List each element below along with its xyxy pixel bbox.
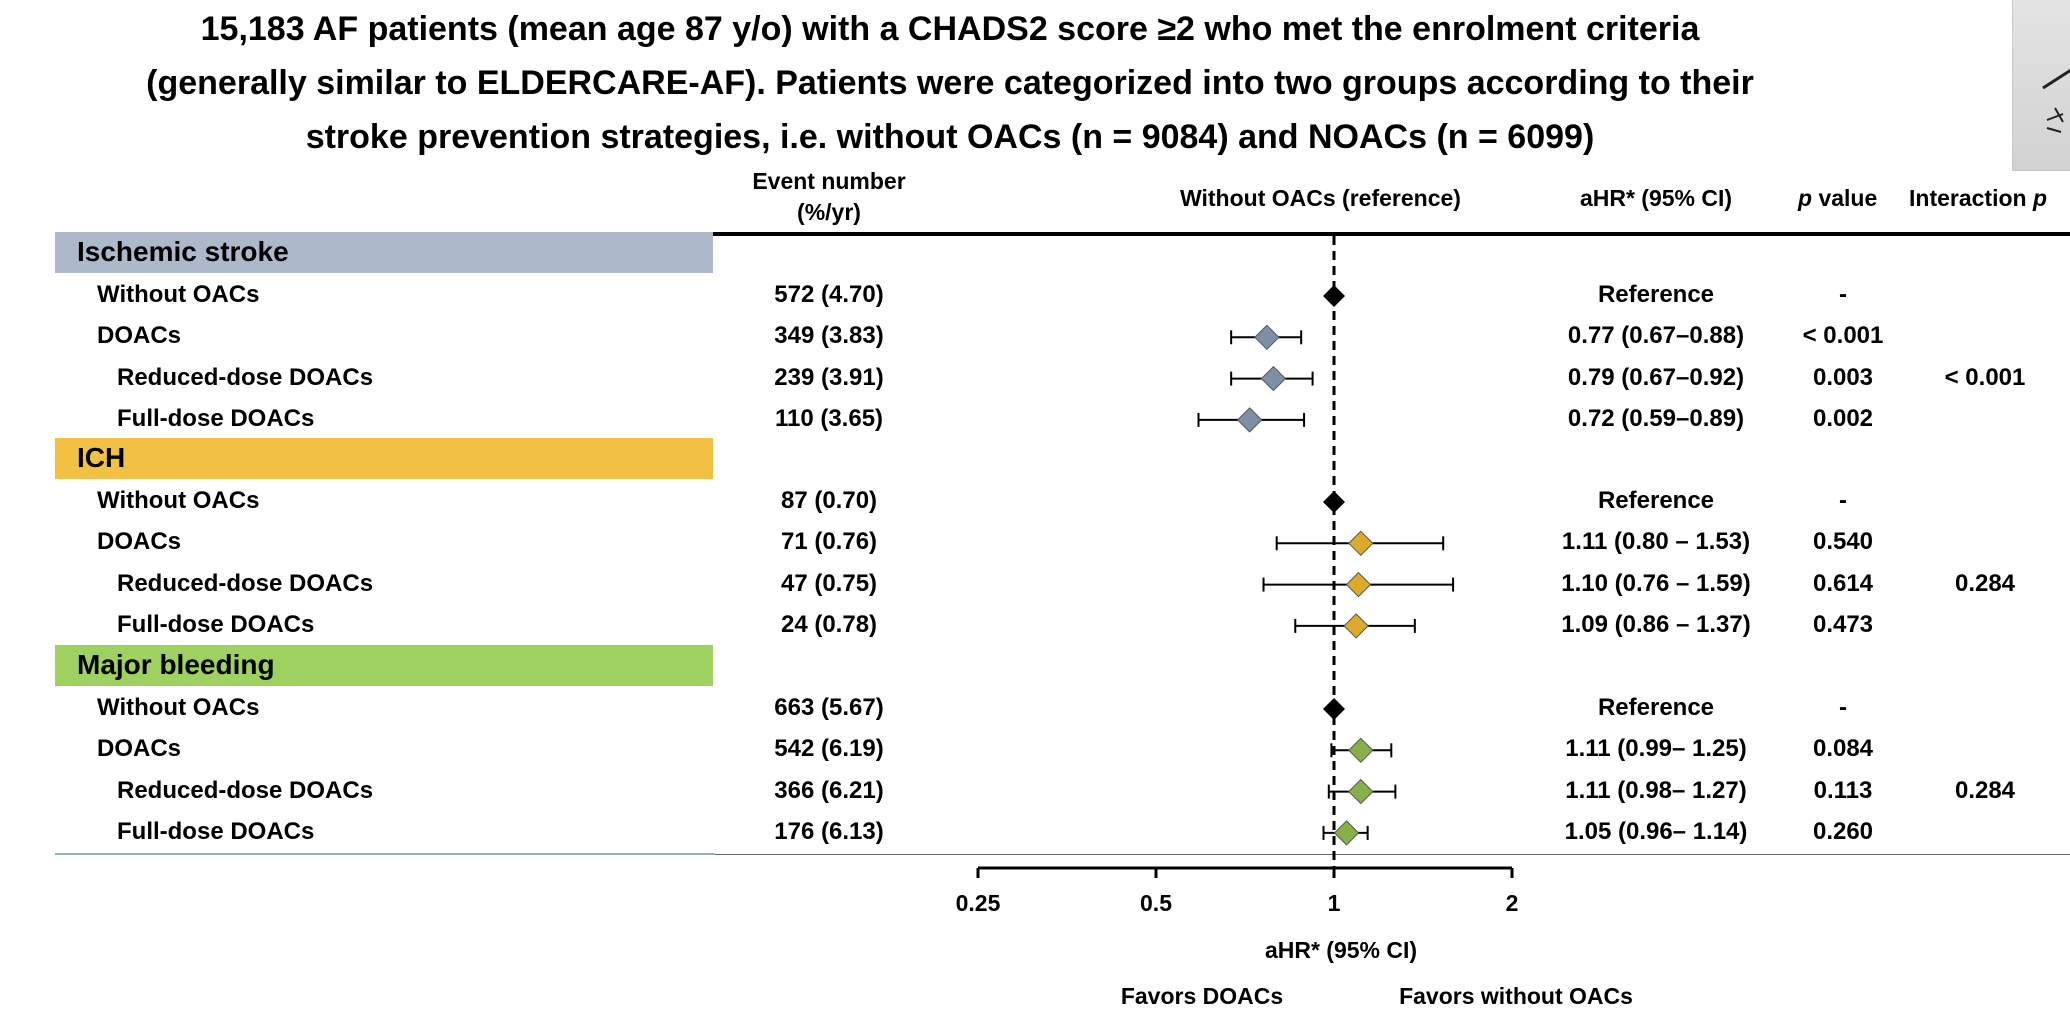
event-number: 24 (0.78) [780,610,878,638]
row-label: DOACs [97,528,182,556]
event-number: 87 (0.70) [780,487,878,514]
p-value: 0.614 [1812,569,1874,597]
hr-marker [1348,737,1374,764]
p-value: < 0.001 [1802,322,1884,350]
event-number: 239 (3.91) [774,363,884,391]
cropped-image-graphic [2042,68,2070,133]
header-interaction-text: Interaction [1909,185,2033,211]
title-line-1: 15,183 AF patients (mean age 87 y/o) wit… [200,10,1700,48]
row-label: Reduced-dose DOACs [117,776,374,804]
p-value: 0.473 [1812,610,1874,638]
hr-marker [1348,530,1374,557]
interaction-p-value: < 0.001 [1944,363,2026,391]
row-label: Without OACs [97,487,260,514]
hr-marker [1333,820,1360,846]
ahr-value: Reference [1597,281,1715,308]
ahr-value: Reference [1597,487,1715,514]
group-band: Ischemic stroke [55,232,713,273]
table-bottom-rule [55,854,2070,855]
p-value: 0.113 [1813,776,1873,804]
ahr-value: 0.77 (0.67–0.88) [1567,322,1745,350]
event-number: 542 (6.19) [774,735,884,763]
row-label: Without OACs [97,281,260,308]
event-number: 572 (4.70) [774,281,884,308]
event-number: 110 (3.65) [774,404,884,432]
row-label: DOACs [97,322,182,350]
event-number: 366 (6.21) [774,776,884,804]
event-number: 663 (5.67) [774,694,884,721]
table-bottom-accent [55,853,715,855]
reference-marker [1323,491,1345,513]
p-value: 0.260 [1812,817,1874,845]
ahr-value: Reference [1597,694,1715,721]
p-value: 0.002 [1812,404,1874,432]
ahr-value: 1.09 (0.86 – 1.37) [1561,610,1751,638]
ahr-value: 1.11 (0.80 – 1.53) [1561,528,1751,556]
header-p-rest: value [1812,185,1878,211]
x-tick-label: 0.25 [955,890,1001,916]
event-number: 71 (0.76) [780,528,878,556]
header-event-line1: Event number [752,168,906,194]
hr-marker [1345,571,1372,598]
header-interaction-italic: p [2032,185,2048,211]
row-label: DOACs [97,735,182,763]
hr-marker [1343,613,1369,639]
row-label: Reduced-dose DOACs [117,363,374,391]
row-label: Full-dose DOACs [117,610,315,638]
header-p-italic: p [1798,185,1813,211]
favors-left-label: Favors DOACs [1120,983,1284,1009]
p-value: - [1839,694,1847,721]
p-value: - [1839,281,1847,308]
x-tick-label: 2 [1505,890,1519,916]
row-label: Full-dose DOACs [117,404,315,432]
reference-marker [1323,698,1345,720]
cropped-image-fragment [2012,0,2070,171]
title-line-3: stroke prevention strategies, i.e. witho… [305,118,1595,156]
group-band: ICH [55,438,713,479]
row-label: Without OACs [97,694,260,721]
hr-marker [1236,407,1263,433]
header-ahr: aHR* (95% CI) [1579,185,1733,211]
ahr-value: 1.11 (0.99– 1.25) [1565,735,1747,763]
x-axis-title: aHR* (95% CI) [1264,937,1418,963]
hr-marker [1260,365,1287,392]
group-label: Major bleeding [77,649,275,680]
p-value: 0.084 [1812,735,1874,763]
ahr-value: 0.79 (0.67–0.92) [1567,363,1745,391]
p-value: 0.003 [1812,363,1874,391]
group-label: ICH [77,442,126,473]
interaction-p-value: 0.284 [1954,569,2016,597]
header-event-line2: (%/yr) [797,199,861,225]
title-line-2: (generally similar to ELDERCARE-AF). Pat… [146,64,1754,102]
hr-marker [1254,324,1280,351]
favors-right-label: Favors without OACs [1399,983,1633,1009]
x-tick-label: 1 [1327,890,1341,916]
event-number: 349 (3.83) [774,322,884,350]
group-label: Ischemic stroke [77,236,289,267]
group-band: Major bleeding [55,645,713,686]
figure-title: 15,183 AF patients (mean age 87 y/o) wit… [60,2,1840,164]
ahr-value: 1.11 (0.98– 1.27) [1565,776,1747,804]
x-tick-label: 0.5 [1140,890,1172,916]
header-event-number: Event number (%/yr) [720,166,938,228]
header-p-value: p value [1798,185,1877,212]
event-number: 176 (6.13) [774,817,884,845]
row-label: Reduced-dose DOACs [117,569,374,597]
event-number: 47 (0.75) [780,569,878,597]
row-label: Full-dose DOACs [117,817,315,845]
reference-marker [1323,285,1345,307]
header-interaction-p: Interaction p [1909,185,2047,212]
p-value: 0.540 [1812,528,1874,556]
ahr-value: 1.10 (0.76 – 1.59) [1561,569,1751,597]
hr-marker [1348,778,1374,805]
ahr-value: 0.72 (0.59–0.89) [1567,404,1745,432]
header-rule [55,232,2070,236]
header-reference: Without OACs (reference) [1180,185,1461,211]
interaction-p-value: 0.284 [1954,776,2016,804]
p-value: - [1839,487,1847,514]
ahr-value: 1.05 (0.96– 1.14) [1564,817,1748,845]
